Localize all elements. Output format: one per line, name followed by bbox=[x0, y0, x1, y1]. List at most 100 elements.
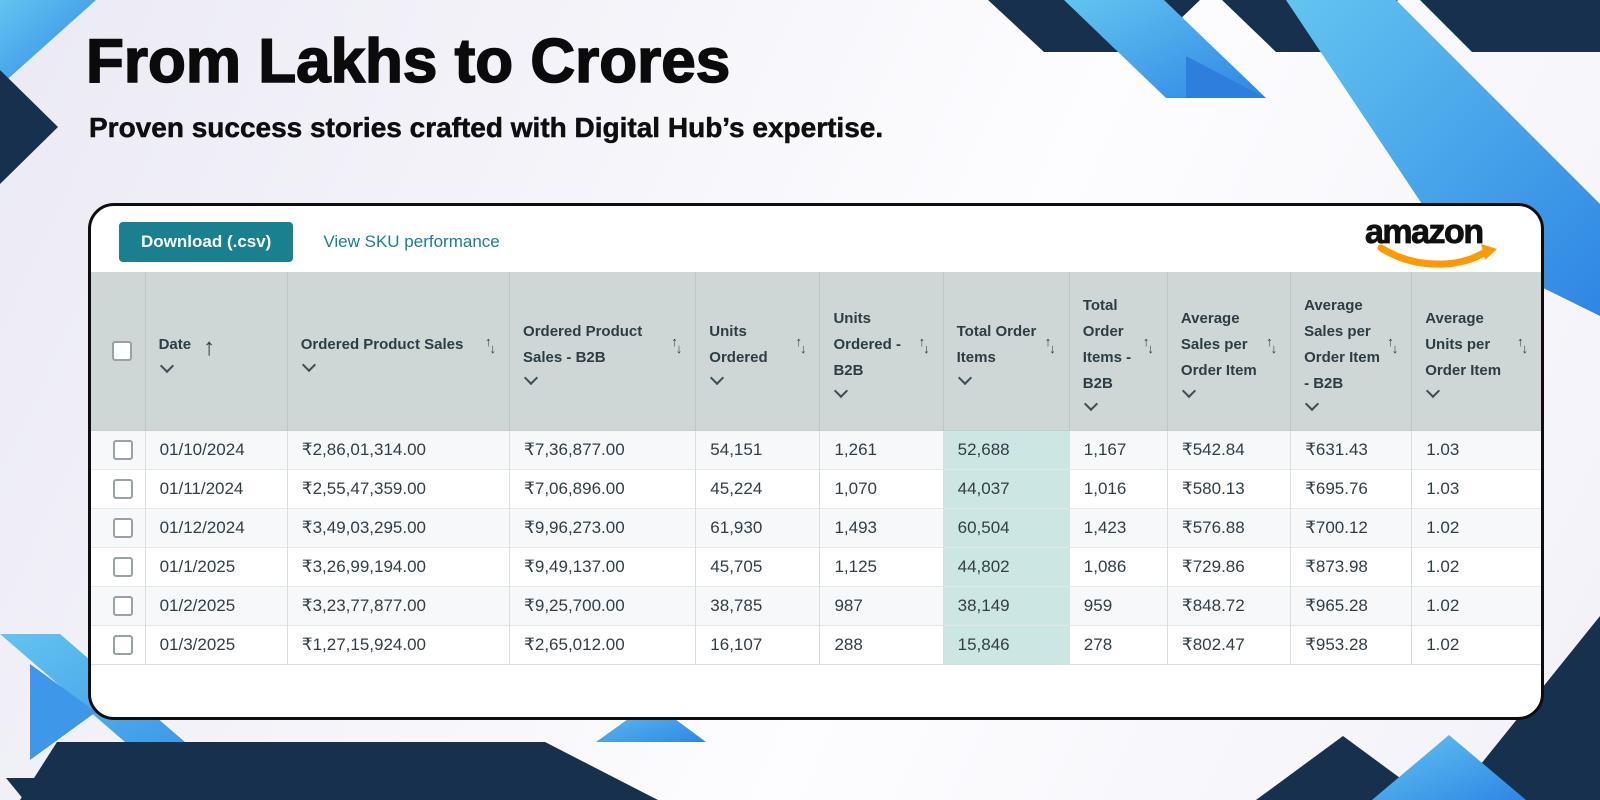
select-all-checkbox[interactable] bbox=[112, 340, 132, 361]
cell-select bbox=[91, 546, 146, 586]
cell-total_order_items_b2b: 959 bbox=[1068, 585, 1168, 625]
sort-icon: ↑ ↓ bbox=[1044, 334, 1056, 357]
table-row: 01/12/2024 ₹3,49,03,295.00 ₹9,96,273.00 61,… bbox=[91, 507, 1541, 547]
sort-icon: ↑ ↓ bbox=[918, 334, 930, 357]
cell-avg_sales_per_order_item_b2b: ₹700.12 bbox=[1290, 507, 1412, 547]
cell-avg_sales_per_order_item: ₹576.88 bbox=[1166, 507, 1291, 547]
cell-avg_sales_per_order_item_b2b: ₹953.28 bbox=[1290, 624, 1412, 665]
column-header-total_order_items[interactable]: Total Order Items ↑ ↓ bbox=[942, 272, 1070, 431]
decor-bottomleft-floor bbox=[20, 742, 658, 800]
column-menu-chevron-icon[interactable] bbox=[523, 370, 539, 385]
column-header-units_ordered[interactable]: Units Ordered ↑ ↓ bbox=[695, 272, 820, 431]
cell-avg_sales_per_order_item_b2b: ₹873.98 bbox=[1290, 546, 1412, 586]
column-menu-chevron-icon[interactable] bbox=[957, 370, 972, 385]
cell-avg_units_per_order_item: 1.02 bbox=[1411, 585, 1541, 625]
cell-total_order_items_b2b: 1,423 bbox=[1068, 507, 1168, 547]
cell-units_ordered_b2b: 1,261 bbox=[819, 429, 944, 469]
cell-units_ordered: 38,785 bbox=[695, 585, 820, 625]
decor-bottomright-mountain-navy bbox=[1256, 736, 1430, 800]
column-header-avg_sales_per_order_item[interactable]: Average Sales per Order Item ↑ ↓ bbox=[1166, 272, 1291, 431]
column-label: Ordered Product Sales - B2B bbox=[523, 322, 643, 366]
column-label: Total Order Items bbox=[956, 322, 1037, 366]
view-sku-performance-link[interactable]: View SKU performance bbox=[323, 232, 500, 251]
column-header-units_ordered_b2b[interactable]: Units Ordered - B2B ↑ ↓ bbox=[819, 272, 944, 431]
cell-units_ordered_b2b: 1,493 bbox=[819, 507, 944, 547]
cell-avg_units_per_order_item: 1.02 bbox=[1411, 507, 1541, 547]
cell-ordered_product_sales: ₹2,86,01,314.00 bbox=[286, 429, 510, 469]
column-menu-chevron-icon[interactable] bbox=[159, 358, 174, 373]
sort-icon: ↑ ↓ bbox=[485, 334, 497, 357]
column-header-ordered_product_sales_b2b[interactable]: Ordered Product Sales - B2B ↑ ↓ bbox=[509, 272, 696, 431]
column-menu-chevron-icon[interactable] bbox=[1181, 383, 1196, 398]
column-header-avg_sales_per_order_item_b2b[interactable]: Average Sales per Order Item - B2B ↑ ↓ bbox=[1290, 272, 1412, 431]
cell-ordered_product_sales_b2b: ₹9,96,273.00 bbox=[509, 507, 696, 547]
sort-icon: ↑ ↓ bbox=[795, 334, 807, 357]
column-menu-chevron-icon[interactable] bbox=[1426, 383, 1441, 398]
cell-avg_sales_per_order_item: ₹729.86 bbox=[1166, 546, 1291, 586]
sort-icon: ↑ ↓ bbox=[1517, 334, 1528, 357]
column-header-avg_units_per_order_item[interactable]: Average Units per Order Item ↑ ↓ bbox=[1411, 272, 1541, 431]
cell-avg_units_per_order_item: 1.03 bbox=[1411, 429, 1541, 469]
cell-total_order_items_b2b: 1,086 bbox=[1068, 546, 1168, 586]
cell-total_order_items: 52,688 bbox=[942, 429, 1070, 469]
decor-bottomright-mountain-blue bbox=[1372, 735, 1526, 800]
table-row: 01/1/2025 ₹3,26,99,194.00 ₹9,49,137.00 45,7… bbox=[91, 546, 1541, 586]
cell-units_ordered_b2b: 288 bbox=[819, 624, 944, 665]
cell-units_ordered: 16,107 bbox=[695, 624, 820, 665]
cell-ordered_product_sales_b2b: ₹2,65,012.00 bbox=[509, 624, 696, 665]
cell-total_order_items: 38,149 bbox=[942, 585, 1070, 625]
cell-ordered_product_sales: ₹3,23,77,877.00 bbox=[286, 585, 510, 625]
cell-date: 01/1/2025 bbox=[144, 546, 288, 586]
download-csv-button[interactable]: Download (.csv) bbox=[119, 222, 294, 262]
cell-total_order_items_b2b: 1,167 bbox=[1068, 429, 1168, 469]
amazon-smile-icon bbox=[1377, 244, 1497, 268]
cell-ordered_product_sales: ₹2,55,47,359.00 bbox=[286, 468, 510, 508]
cell-avg_units_per_order_item: 1.02 bbox=[1411, 624, 1541, 665]
row-checkbox[interactable] bbox=[113, 595, 133, 616]
column-menu-chevron-icon[interactable] bbox=[1083, 396, 1098, 411]
column-label: Units Ordered bbox=[709, 322, 768, 366]
cell-select bbox=[91, 585, 146, 625]
decor-bottomleft-shard bbox=[6, 778, 106, 800]
row-checkbox[interactable] bbox=[113, 478, 133, 499]
table-row: 01/10/2024 ₹2,86,01,314.00 ₹7,36,877.00 54,… bbox=[91, 429, 1541, 469]
cell-select bbox=[91, 468, 146, 508]
row-checkbox[interactable] bbox=[113, 556, 133, 577]
cell-units_ordered: 45,705 bbox=[695, 546, 820, 586]
column-header-date[interactable]: Date ↑ bbox=[144, 272, 288, 431]
column-header-ordered_product_sales[interactable]: Ordered Product Sales ↑ ↓ bbox=[286, 272, 510, 431]
sort-icon: ↑ ↓ bbox=[671, 334, 683, 357]
column-menu-chevron-icon[interactable] bbox=[1304, 396, 1320, 411]
decor-top-navy-block-3 bbox=[1420, 0, 1600, 52]
cell-ordered_product_sales_b2b: ₹7,36,877.00 bbox=[509, 429, 696, 469]
amazon-wordmark: amazon bbox=[1365, 213, 1485, 251]
cell-date: 01/2/2025 bbox=[144, 585, 288, 625]
column-menu-chevron-icon[interactable] bbox=[301, 357, 316, 372]
row-checkbox[interactable] bbox=[113, 439, 133, 460]
cell-avg_units_per_order_item: 1.02 bbox=[1411, 546, 1541, 586]
sort-icon: ↑ ↓ bbox=[1387, 334, 1399, 357]
cell-ordered_product_sales: ₹1,27,15,924.00 bbox=[286, 624, 510, 665]
row-checkbox[interactable] bbox=[113, 517, 133, 538]
column-menu-chevron-icon[interactable] bbox=[710, 370, 725, 385]
cell-select bbox=[91, 624, 146, 665]
cell-avg_sales_per_order_item_b2b: ₹965.28 bbox=[1290, 585, 1412, 625]
table-row: 01/3/2025 ₹1,27,15,924.00 ₹2,65,012.00 16,1… bbox=[91, 624, 1541, 665]
table-row: 01/2/2025 ₹3,23,77,877.00 ₹9,25,700.00 38,7… bbox=[91, 585, 1541, 625]
column-header-total_order_items_b2b[interactable]: Total Order Items - B2B ↑ ↓ bbox=[1068, 272, 1168, 431]
cell-ordered_product_sales: ₹3,26,99,194.00 bbox=[286, 546, 510, 586]
table-row: 01/11/2024 ₹2,55,47,359.00 ₹7,06,896.00 45,… bbox=[91, 468, 1541, 508]
decor-bottomleft-diamond bbox=[30, 664, 96, 760]
cell-avg_sales_per_order_item: ₹580.13 bbox=[1166, 468, 1291, 508]
cell-date: 01/12/2024 bbox=[144, 507, 288, 547]
cell-total_order_items_b2b: 1,016 bbox=[1068, 468, 1168, 508]
cell-ordered_product_sales: ₹3,49,03,295.00 bbox=[286, 507, 510, 547]
cell-avg_sales_per_order_item_b2b: ₹631.43 bbox=[1290, 429, 1412, 469]
row-checkbox[interactable] bbox=[113, 634, 133, 655]
cell-ordered_product_sales_b2b: ₹9,49,137.00 bbox=[509, 546, 696, 586]
column-menu-chevron-icon[interactable] bbox=[834, 383, 849, 398]
cell-total_order_items: 44,037 bbox=[942, 468, 1070, 508]
cell-date: 01/3/2025 bbox=[144, 624, 288, 665]
page-title: From Lakhs to Crores bbox=[85, 26, 731, 97]
